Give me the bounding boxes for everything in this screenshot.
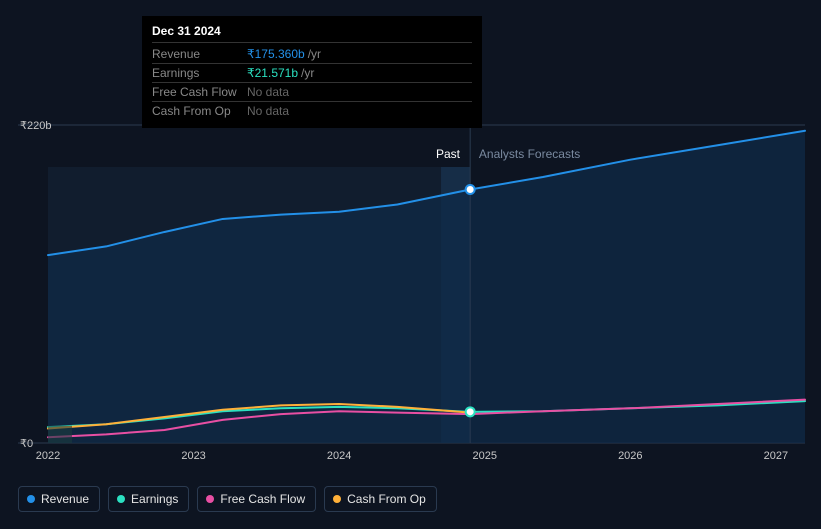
legend-swatch-icon — [333, 495, 341, 503]
legend-swatch-icon — [27, 495, 35, 503]
y-axis-label: ₹220b — [20, 120, 51, 132]
legend-item-label: Revenue — [41, 492, 89, 506]
chart-tooltip: Dec 31 2024 Revenue₹175.360b/yrEarnings₹… — [142, 16, 482, 128]
tooltip-row-label: Cash From Op — [152, 104, 247, 118]
legend-item-cfo[interactable]: Cash From Op — [324, 486, 437, 512]
legend-swatch-icon — [206, 495, 214, 503]
tooltip-row-nodata: No data — [247, 104, 289, 118]
tooltip-row: Earnings₹21.571b/yr — [152, 64, 472, 83]
legend-item-label: Earnings — [131, 492, 178, 506]
tooltip-row-value: ₹175.360b — [247, 47, 305, 61]
tooltip-row-value: ₹21.571b — [247, 66, 298, 80]
tooltip-row-label: Earnings — [152, 66, 247, 80]
legend-item-fcf[interactable]: Free Cash Flow — [197, 486, 316, 512]
legend-item-label: Cash From Op — [347, 492, 426, 506]
earnings-revenue-chart: ₹0 ₹220b 2022 2023 2024 2025 2026 2027 Past Analy… — [0, 0, 821, 524]
period-label-past: Past — [436, 147, 461, 161]
legend-item-label: Free Cash Flow — [220, 492, 305, 506]
period-label-forecast: Analysts Forecasts — [479, 147, 580, 161]
chart-legend: Revenue Earnings Free Cash Flow Cash From O… — [18, 486, 437, 512]
tooltip-row-label: Revenue — [152, 47, 247, 61]
y-axis-label: ₹0 — [20, 438, 33, 450]
x-axis-label: 2025 — [472, 450, 496, 462]
tooltip-row-nodata: No data — [247, 85, 289, 99]
tooltip-row: Free Cash FlowNo data — [152, 83, 472, 102]
x-axis-label: 2026 — [618, 450, 642, 462]
tooltip-row-label: Free Cash Flow — [152, 85, 247, 99]
x-axis-label: 2022 — [36, 450, 60, 462]
x-axis-label: 2023 — [181, 450, 205, 462]
legend-swatch-icon — [117, 495, 125, 503]
tooltip-row: Revenue₹175.360b/yr — [152, 45, 472, 64]
tooltip-date: Dec 31 2024 — [152, 24, 472, 43]
tooltip-row: Cash From OpNo data — [152, 102, 472, 120]
tooltip-row-suffix: /yr — [308, 47, 321, 61]
tooltip-row-suffix: /yr — [301, 66, 314, 80]
legend-item-earnings[interactable]: Earnings — [108, 486, 189, 512]
legend-item-revenue[interactable]: Revenue — [18, 486, 100, 512]
x-axis-label: 2024 — [327, 450, 351, 462]
x-axis-label: 2027 — [764, 450, 788, 462]
